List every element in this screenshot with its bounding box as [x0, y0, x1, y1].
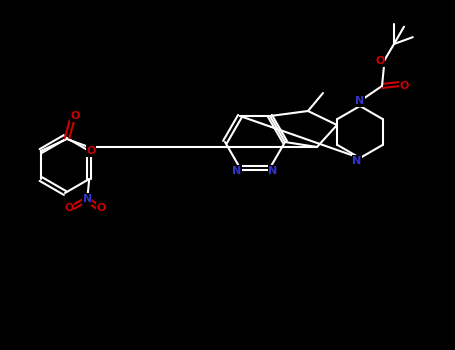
Text: N: N [352, 156, 362, 166]
Text: O: O [86, 146, 96, 156]
Text: O: O [65, 203, 74, 213]
Text: O: O [375, 56, 384, 66]
Text: N: N [233, 166, 242, 176]
Text: N: N [355, 96, 364, 106]
Text: O: O [70, 111, 80, 121]
Text: O: O [96, 203, 106, 213]
Text: N: N [83, 194, 92, 204]
Text: O: O [399, 81, 409, 91]
Text: N: N [268, 166, 278, 176]
